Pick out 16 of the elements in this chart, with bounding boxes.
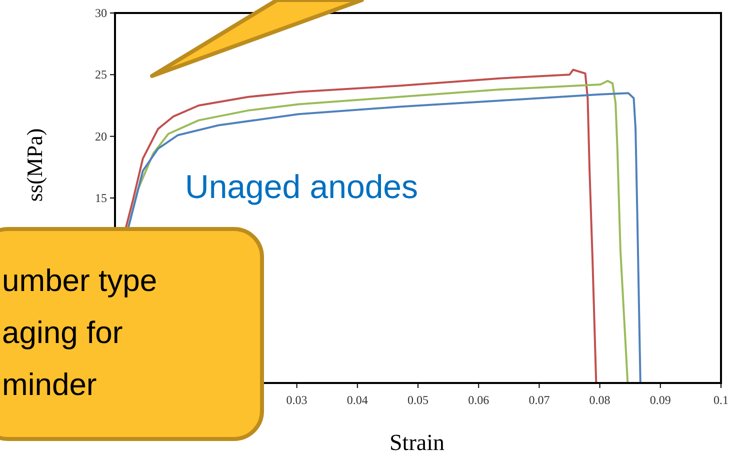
x-tick-label: 0.08: [589, 393, 610, 407]
x-tick-label: 0.05: [408, 393, 428, 407]
x-tick-label: 0.07: [528, 393, 550, 407]
y-tick-label: 15: [95, 191, 107, 205]
x-tick-label: 0.06: [468, 393, 490, 407]
x-tick-label: 0.1: [714, 393, 728, 407]
annotation: umber type aging for minder: [2, 263, 158, 402]
y-tick-label: 30: [95, 6, 107, 20]
x-tick-label: 0.03: [286, 393, 308, 407]
x-tick-label: 0.04: [346, 393, 368, 407]
x-tick-label: 0.09: [650, 393, 671, 407]
x-axis-title: Strain: [390, 430, 445, 455]
annotation: Unaged anodes: [185, 168, 418, 205]
y-axis-title: ss(MPa): [22, 128, 47, 202]
y-tick-label: 25: [95, 68, 107, 82]
y-tick-label: 20: [95, 129, 107, 144]
